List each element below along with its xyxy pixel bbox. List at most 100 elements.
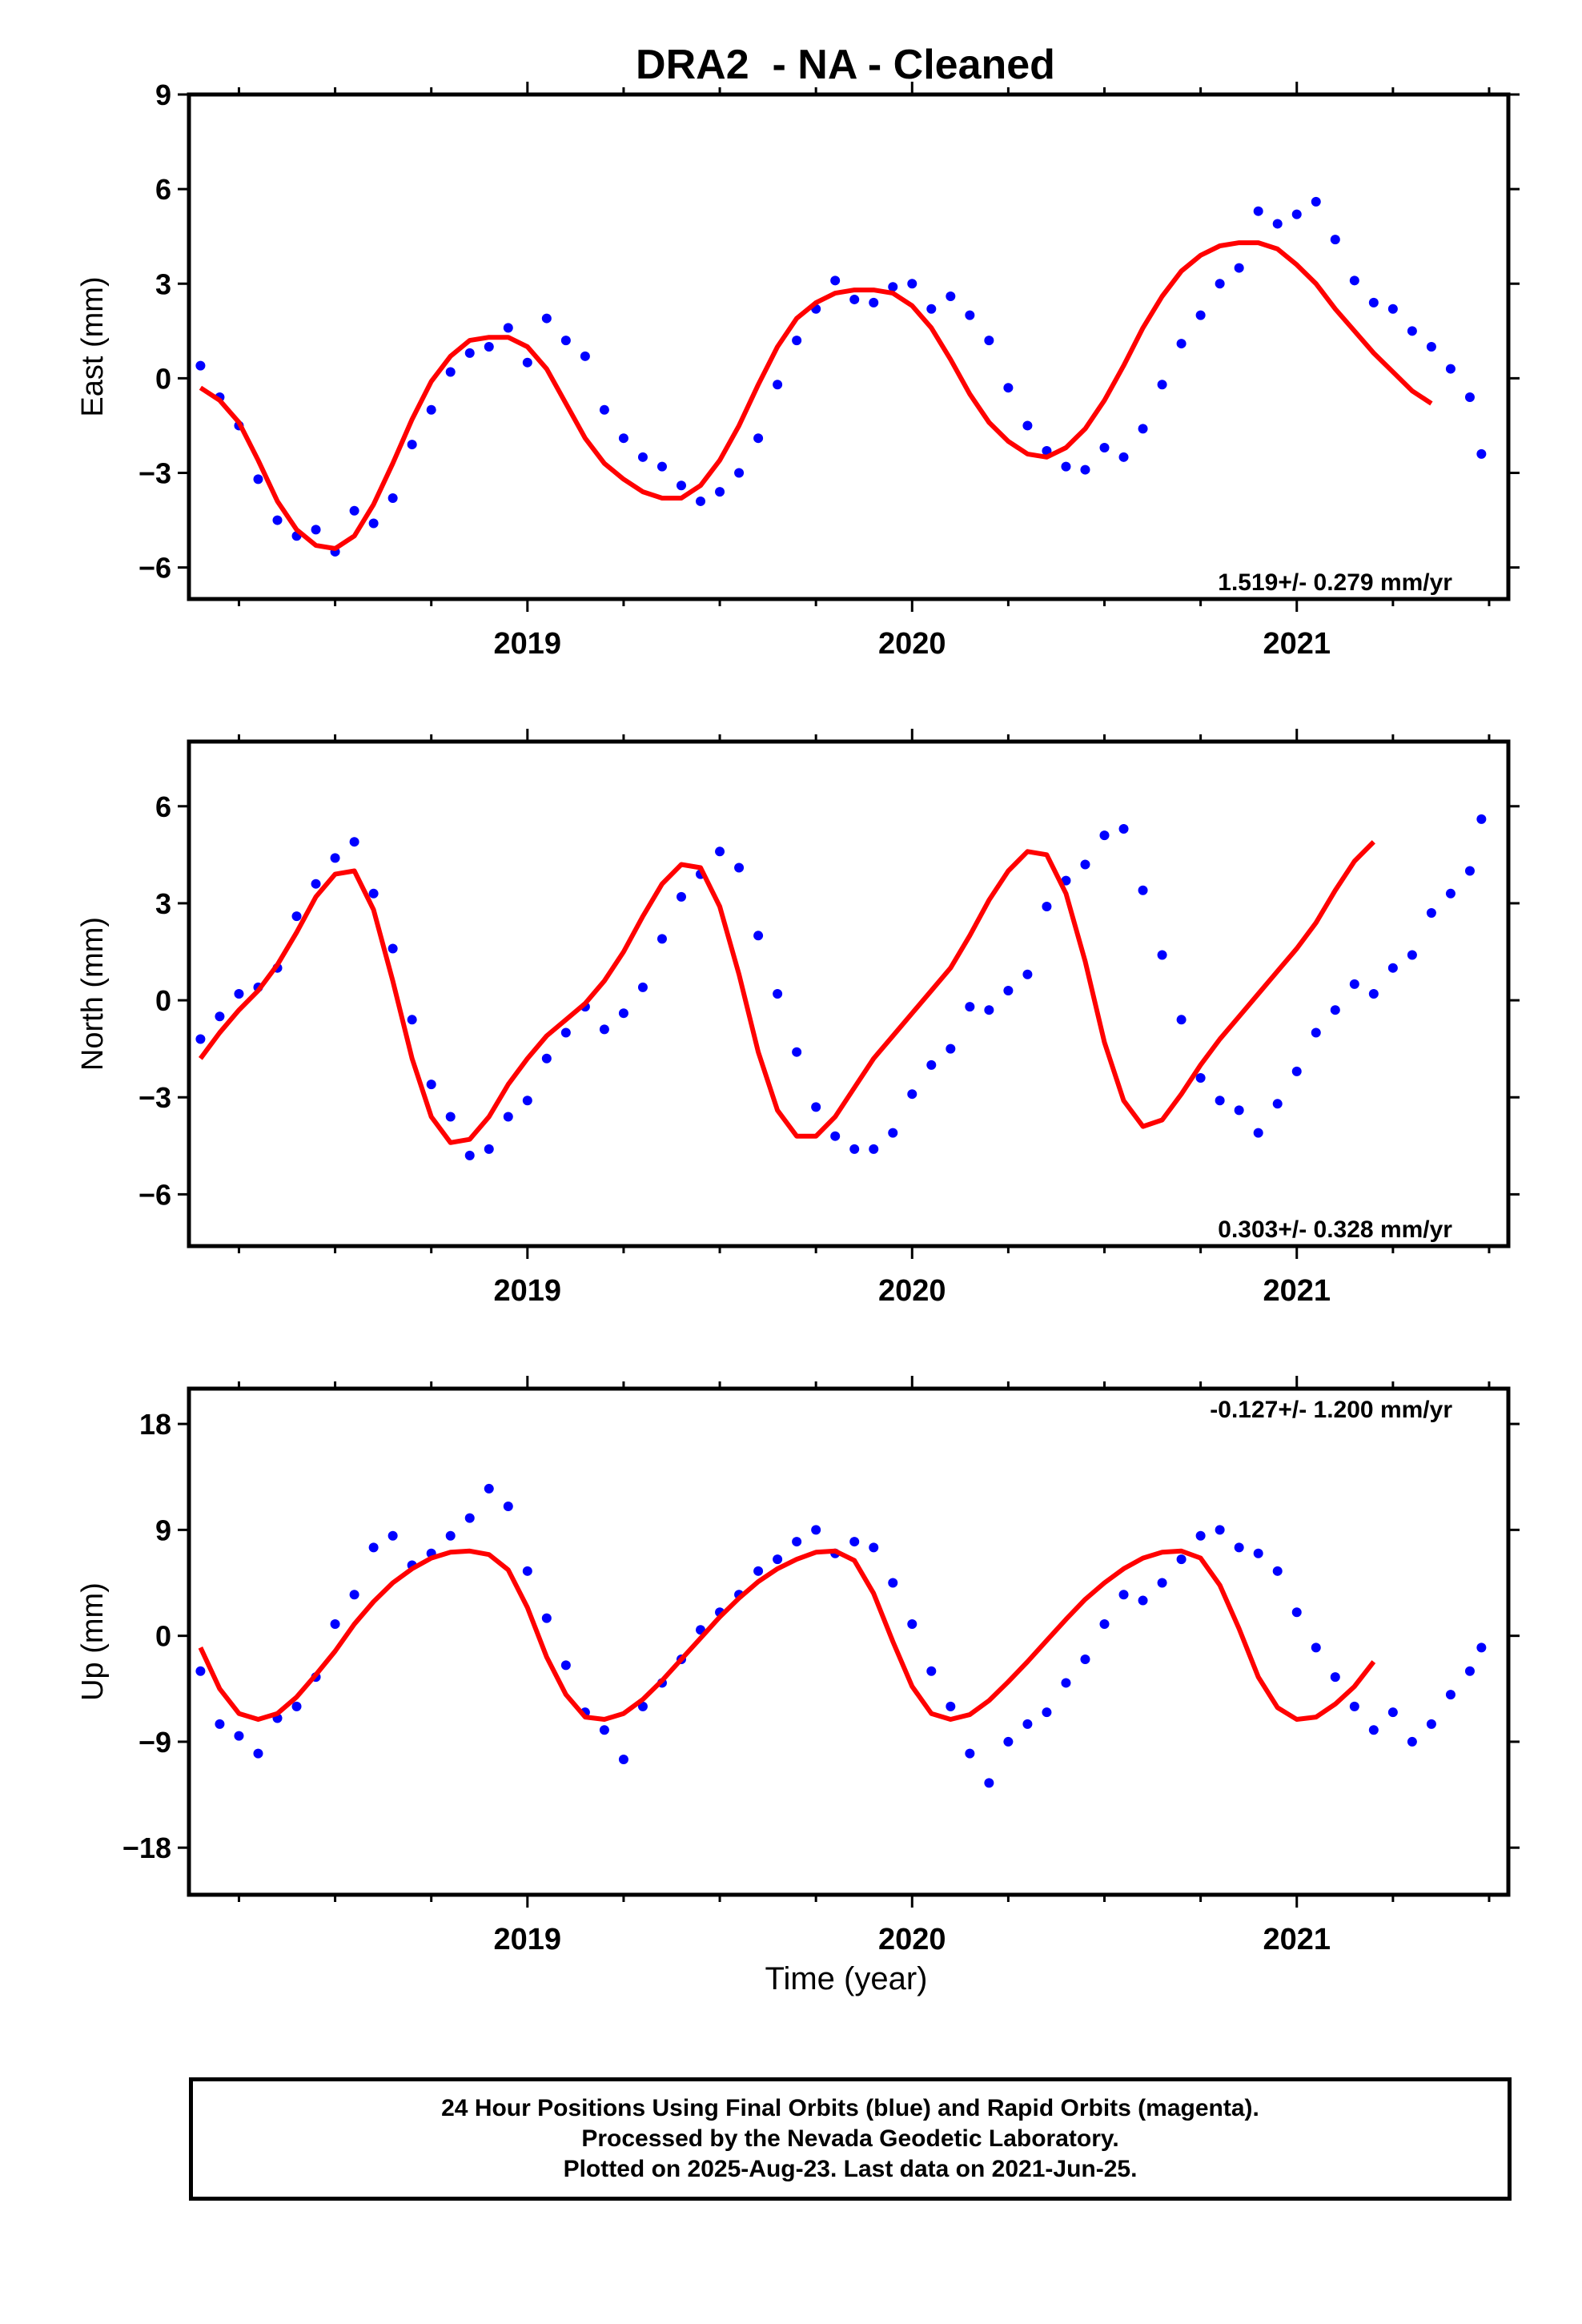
north-data-point xyxy=(1387,963,1398,973)
east-data-point xyxy=(311,525,321,535)
north-data-point xyxy=(1157,950,1167,960)
footer-line-1: 24 Hour Positions Using Final Orbits (bl… xyxy=(441,2095,1259,2121)
north-data-point xyxy=(637,982,648,992)
up-data-point xyxy=(965,1748,975,1759)
north-data-point xyxy=(1349,979,1359,989)
east-data-point xyxy=(1426,342,1436,352)
east-data-point xyxy=(734,468,745,478)
footer-line-2: Processed by the Nevada Geodetic Laborat… xyxy=(581,2125,1119,2152)
up-data-point xyxy=(330,1618,340,1629)
north-data-point xyxy=(1118,824,1129,834)
footer-line-3: Plotted on 2025-Aug-23. Last data on 202… xyxy=(563,2156,1138,2182)
north-data-point xyxy=(676,891,686,902)
north-data-point xyxy=(1138,885,1148,895)
up-data-point xyxy=(464,1513,475,1523)
up-data-point xyxy=(1061,1678,1071,1688)
up-data-point xyxy=(888,1578,898,1588)
east-data-point xyxy=(580,351,590,361)
east-data-point xyxy=(1445,364,1456,374)
up-data-point xyxy=(541,1613,552,1623)
north-data-point xyxy=(503,1112,513,1122)
north-data-point xyxy=(1445,888,1456,899)
east-model-curve xyxy=(199,240,1433,551)
east-data-point xyxy=(773,380,783,390)
east-data-point xyxy=(195,360,206,371)
north-data-point xyxy=(1330,1005,1340,1015)
north-data-point xyxy=(753,931,764,941)
east-data-point xyxy=(792,336,802,346)
up-plot-frame xyxy=(187,1386,1511,1897)
east-data-point xyxy=(1138,424,1148,434)
up-data-point xyxy=(1215,1525,1225,1535)
up-rate-label: -0.127+/- 1.200 mm/yr xyxy=(1210,1397,1452,1423)
east-data-point xyxy=(1407,326,1417,336)
north-data-point xyxy=(1099,830,1110,841)
north-data-point xyxy=(715,846,725,857)
up-data-point xyxy=(1368,1725,1379,1735)
north-data-point xyxy=(946,1043,956,1054)
up-xtick-label: 2019 xyxy=(494,1923,562,1956)
east-xtick-label: 2019 xyxy=(494,627,562,661)
up-data-point xyxy=(1349,1701,1359,1711)
up-data-point xyxy=(1464,1666,1475,1676)
north-data-point xyxy=(1234,1105,1244,1116)
up-data-point xyxy=(291,1701,302,1711)
east-data-point xyxy=(1080,464,1090,475)
up-data-point xyxy=(1080,1655,1090,1665)
north-data-point xyxy=(445,1112,456,1122)
east-data-point xyxy=(1118,452,1129,462)
north-data-point xyxy=(195,1034,206,1044)
up-data-point xyxy=(1176,1554,1186,1565)
east-data-point xyxy=(464,348,475,358)
east-data-point xyxy=(522,357,532,368)
north-data-point xyxy=(734,862,745,873)
up-data-point xyxy=(1003,1736,1014,1747)
up-data-point xyxy=(1099,1618,1110,1629)
east-xtick-label: 2021 xyxy=(1263,627,1331,661)
panel-north: −6 −3 0 3 6 2019 2020 2021 North (mm) 0.303+/- 0.… xyxy=(76,729,1520,1308)
east-data-point xyxy=(1022,420,1033,431)
east-data-point xyxy=(637,452,648,462)
up-data-point xyxy=(484,1483,494,1494)
north-data-point xyxy=(888,1128,898,1138)
east-data-point xyxy=(984,336,994,346)
up-data-point xyxy=(1118,1590,1129,1600)
north-ytick-label: 3 xyxy=(155,887,171,920)
panel-up: −18 −9 0 9 18 2019 2020 2021 Up (mm) -0.127+/- 1.… xyxy=(76,1376,1520,1956)
east-data-point xyxy=(869,297,879,308)
east-data-point xyxy=(1387,304,1398,314)
east-data-point xyxy=(1272,219,1283,229)
east-ytick-label: 9 xyxy=(155,78,171,111)
east-data-point xyxy=(1291,209,1302,219)
east-data-point xyxy=(1195,310,1206,320)
east-data-point xyxy=(1368,297,1379,308)
north-data-point xyxy=(811,1102,821,1112)
east-data-point xyxy=(1042,445,1052,456)
time-series-chart: DRA2 - NA - Cleaned −6 −3 0 3 6 9 2019 2020 2021… xyxy=(76,42,1520,1996)
north-data-points xyxy=(195,814,1487,1160)
east-data-point xyxy=(1476,448,1487,459)
north-data-point xyxy=(1476,814,1487,824)
east-data-point xyxy=(349,505,359,516)
east-data-point xyxy=(1215,279,1225,289)
east-data-point xyxy=(965,310,975,320)
north-data-point xyxy=(1311,1027,1321,1038)
up-data-point xyxy=(618,1754,628,1764)
east-data-point xyxy=(1234,263,1244,273)
up-data-point xyxy=(984,1778,994,1788)
up-data-point xyxy=(1253,1548,1263,1558)
east-data-point xyxy=(272,515,283,525)
north-data-point xyxy=(830,1131,841,1141)
north-data-point xyxy=(1272,1099,1283,1109)
north-data-point xyxy=(965,1002,975,1012)
chart-title: DRA2 - NA - Cleaned xyxy=(636,42,1055,88)
east-data-point xyxy=(445,367,456,377)
east-data-point xyxy=(407,440,417,450)
north-data-point xyxy=(1426,908,1436,919)
north-data-point xyxy=(1195,1073,1206,1083)
up-data-points xyxy=(195,1483,1487,1788)
east-ytick-label: −6 xyxy=(139,552,171,585)
north-data-point xyxy=(1176,1015,1186,1025)
north-data-point xyxy=(234,989,244,999)
up-data-point xyxy=(1291,1607,1302,1618)
